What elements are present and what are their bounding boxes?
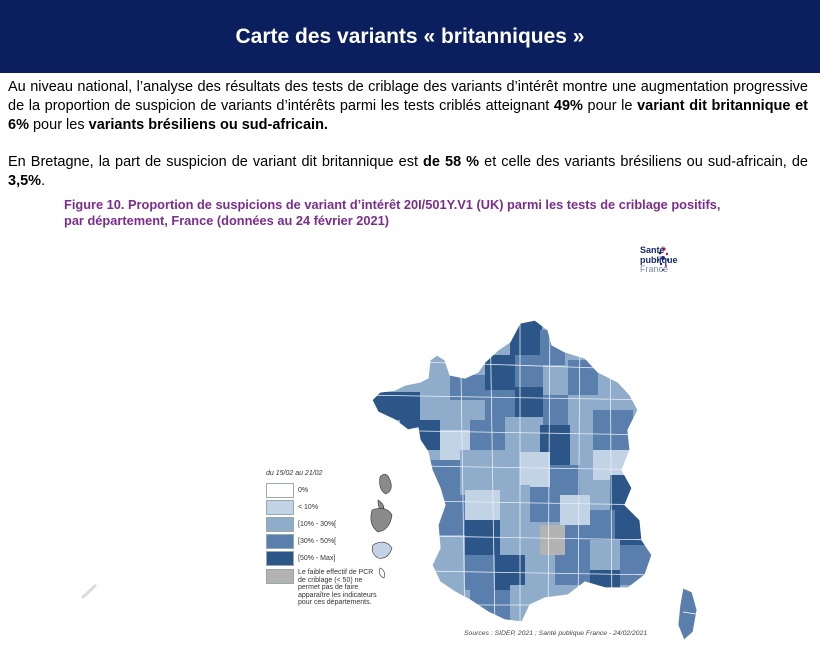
page-title: Carte des variants « britanniques » [235, 24, 585, 48]
bold-span: 3,5% [8, 173, 42, 189]
bold-span: 49% [553, 98, 583, 114]
text-span: pour les [28, 117, 89, 133]
figure-title-line1: Figure 10. Proportion de suspicions de v… [64, 197, 721, 212]
legend-title: du 15/02 au 21/02 [266, 470, 323, 477]
france-outline [371, 319, 653, 623]
sante-publique-logo-icon [656, 247, 670, 271]
legend-item: [10% - 30%[ [266, 516, 386, 533]
logo-line: publique [640, 254, 678, 265]
legend-item: [30% - 50%[ [266, 533, 386, 550]
corsica-border [682, 611, 697, 615]
logo-text: Santé publique France [640, 245, 678, 275]
text-span: . [41, 173, 46, 189]
corsica-department [677, 587, 698, 641]
legend-label: [50% - Max] [298, 555, 336, 562]
legend-item: [50% - Max] [266, 550, 386, 567]
text-span: En Bretagne, la part de suspicion de var… [8, 154, 424, 170]
bold-span: variants brésiliens ou sud-africain. [88, 117, 328, 133]
legend-swatch [266, 483, 294, 498]
legend-swatch [266, 569, 294, 584]
map-legend: du 15/02 au 21/02 0% < 10% [10% - 30%[ [… [266, 470, 386, 607]
paragraph-national: Au niveau national, l’analyse des résult… [8, 78, 808, 135]
legend-label: 0% [298, 487, 309, 494]
legend-label: [10% - 30%[ [298, 521, 337, 528]
source-note: Sources : SIDEP, 2021 ; Santé publique F… [464, 630, 648, 637]
legend-label: [30% - 50%[ [298, 538, 337, 545]
watermark-mark [80, 583, 98, 600]
mainland-departments [372, 320, 652, 622]
logo-line: France [640, 264, 669, 274]
figure-title: Figure 10. Proportion de suspicions de v… [64, 197, 764, 229]
legend-item: 0% [266, 482, 386, 499]
title-banner: Carte des variants « britanniques » [0, 0, 820, 73]
legend-swatch [266, 534, 294, 549]
legend-swatch [266, 500, 294, 515]
text-span: et celle des variants brésiliens ou sud-… [479, 154, 808, 170]
legend-item: < 10% [266, 499, 386, 516]
text-span: Au niveau national, l’analyse des résult… [8, 79, 808, 114]
logo-line: Santé [640, 245, 665, 255]
bold-span: de 58 % [423, 154, 480, 170]
bold-span: variant dit britannique et 6% [8, 98, 808, 133]
legend-nodata-text: Le faible effectif de PCR de criblage (<… [298, 569, 377, 607]
legend-swatch [266, 551, 294, 566]
legend-label: < 10% [298, 504, 319, 511]
legend-nodata-line: apparaître les indicateurs [298, 591, 377, 599]
department-borders [372, 320, 652, 622]
text-span: pour le [582, 98, 638, 114]
legend-nodata-line: de criblage (< 50) ne [298, 576, 363, 584]
paragraph-bretagne: En Bretagne, la part de suspicion de var… [8, 153, 808, 191]
legend-nodata-line: Le faible effectif de PCR [298, 569, 374, 576]
legend-item-nodata: Le faible effectif de PCR de criblage (<… [266, 569, 386, 607]
legend-swatch [266, 517, 294, 532]
legend-nodata-line: pour ces départements. [298, 599, 372, 607]
figure-title-line2: par département, France (données au 24 f… [64, 213, 390, 228]
legend-nodata-line: permet pas de faire [298, 584, 359, 592]
